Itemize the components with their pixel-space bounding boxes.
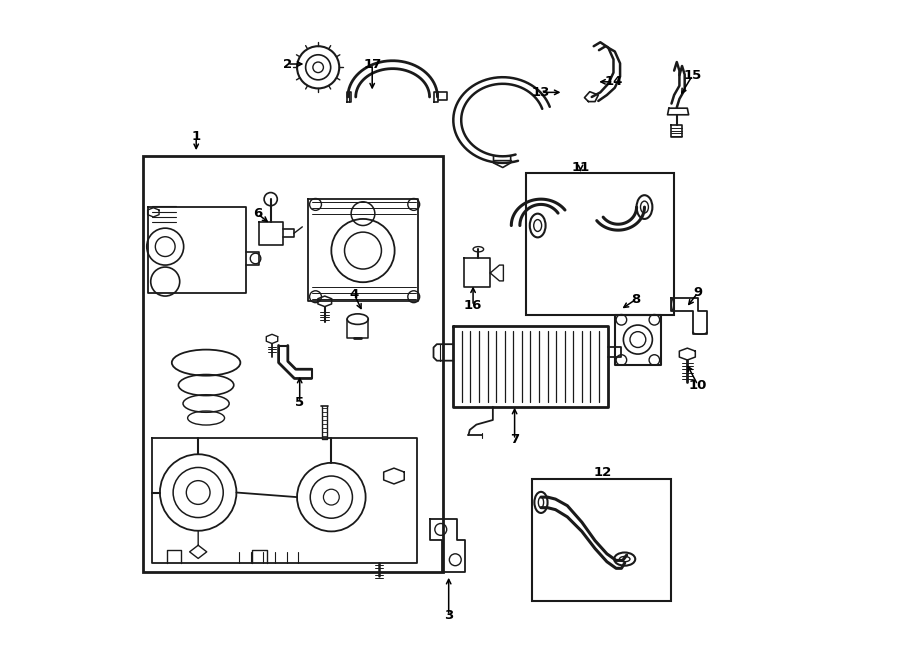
Text: 17: 17 — [363, 58, 382, 71]
Text: 16: 16 — [464, 299, 482, 312]
Text: 1: 1 — [192, 130, 201, 143]
Text: 11: 11 — [572, 161, 590, 174]
Text: 15: 15 — [683, 69, 702, 81]
Text: 9: 9 — [693, 286, 702, 299]
Bar — [533, 479, 670, 601]
Text: 10: 10 — [688, 379, 707, 391]
Text: 2: 2 — [283, 58, 292, 71]
Text: 3: 3 — [444, 609, 454, 622]
Text: 14: 14 — [604, 75, 623, 88]
Text: 5: 5 — [295, 396, 304, 408]
Text: 7: 7 — [510, 433, 519, 446]
Bar — [526, 173, 674, 314]
Text: 13: 13 — [532, 86, 550, 99]
Text: 8: 8 — [631, 293, 641, 306]
Text: 6: 6 — [253, 207, 262, 220]
Text: 12: 12 — [594, 466, 612, 479]
Bar — [143, 156, 444, 571]
Text: 4: 4 — [350, 288, 359, 301]
